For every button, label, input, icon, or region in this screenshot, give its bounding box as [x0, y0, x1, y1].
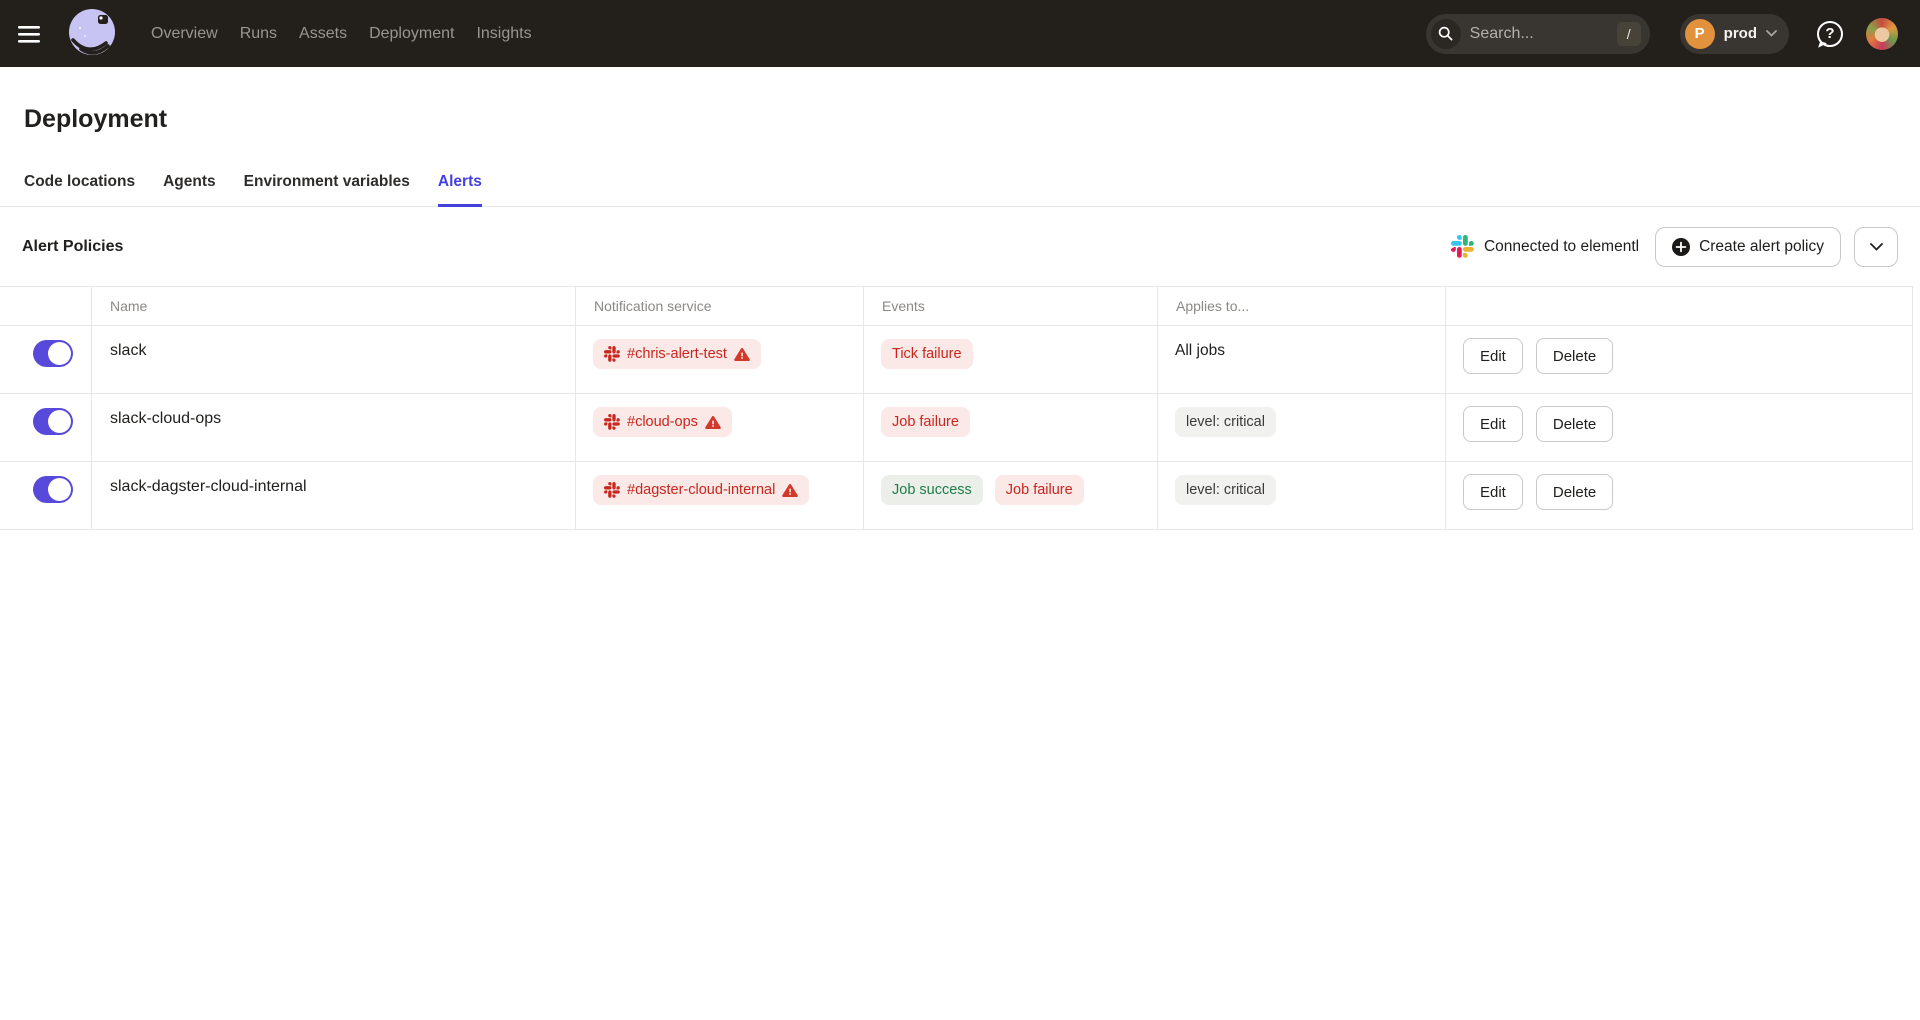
event-badge-job-failure: Job failure — [994, 475, 1084, 505]
edit-policy-button[interactable]: Edit — [1463, 406, 1523, 442]
policy-enabled-toggle[interactable] — [33, 476, 73, 503]
top-navbar: Overview Runs Assets Deployment Insights / P… — [0, 0, 1920, 67]
hamburger-menu-icon[interactable] — [18, 26, 40, 43]
nav-link-insights[interactable]: Insights — [476, 24, 532, 42]
warning-icon — [705, 415, 721, 430]
page-title: Deployment — [24, 105, 168, 133]
table-body: slack #chris-alert-test — [0, 326, 1912, 530]
column-header-applies-to: Applies to... — [1157, 287, 1445, 325]
search-input[interactable] — [1469, 24, 1617, 43]
tab-environment-variables[interactable]: Environment variables — [243, 173, 410, 190]
alert-policies-bar: Alert Policies Connected to elementl Cre… — [0, 207, 1920, 286]
create-alert-policy-button[interactable]: Create alert policy — [1655, 226, 1841, 267]
policy-name: slack — [110, 342, 147, 359]
table-header-row: Name Notification service Events Applies to… — [0, 287, 1912, 326]
help-icon[interactable]: ? — [1817, 20, 1843, 47]
notification-channel: #chris-alert-test — [627, 346, 727, 362]
nav-link-assets[interactable]: Assets — [299, 24, 348, 42]
slack-icon — [604, 414, 620, 430]
applies-to-value: All jobs — [1175, 342, 1225, 359]
column-header-actions — [1445, 287, 1912, 325]
delete-policy-button[interactable]: Delete — [1535, 406, 1614, 442]
policy-name: slack-dagster-cloud-internal — [110, 478, 307, 495]
column-header-name: Name — [91, 287, 575, 325]
tab-agents[interactable]: Agents — [163, 173, 216, 190]
edit-policy-button[interactable]: Edit — [1463, 474, 1523, 510]
deployment-avatar: P — [1684, 18, 1715, 49]
applies-to-value: level: critical — [1175, 475, 1276, 505]
tab-code-locations[interactable]: Code locations — [24, 173, 136, 190]
notification-channel-badge: #chris-alert-test — [593, 339, 761, 369]
applies-cell: All jobs — [1157, 326, 1445, 393]
slack-icon — [604, 346, 620, 362]
notification-channel-badge: #dagster-cloud-internal — [593, 475, 810, 505]
warning-icon — [782, 483, 799, 498]
event-badge-tick-failure: Tick failure — [881, 339, 973, 369]
alert-policies-heading: Alert Policies — [22, 237, 124, 255]
events-cell: Job success Job failure — [863, 462, 1157, 529]
table-row: slack #chris-alert-test — [0, 326, 1912, 394]
nav-link-overview[interactable]: Overview — [151, 24, 218, 42]
policy-enabled-toggle[interactable] — [33, 408, 73, 435]
user-avatar[interactable] — [1866, 17, 1898, 50]
tab-alerts[interactable]: Alerts — [437, 164, 482, 207]
notification-channel: #cloud-ops — [627, 414, 698, 430]
nav-link-runs[interactable]: Runs — [239, 24, 278, 42]
search-shortcut-key: / — [1616, 21, 1641, 46]
slack-connection-status: Connected to elementl — [1450, 235, 1640, 258]
search-icon — [1430, 18, 1461, 49]
notification-channel: #dagster-cloud-internal — [627, 482, 776, 498]
slack-icon — [1450, 235, 1474, 258]
notification-channel-badge: #cloud-ops — [593, 407, 732, 437]
applies-cell: level: critical — [1157, 394, 1445, 461]
search-box[interactable]: / — [1425, 13, 1650, 54]
plus-circle-icon — [1672, 237, 1691, 256]
table-row: slack-dagster-cloud-internal #dagster-cl… — [0, 462, 1912, 530]
policy-enabled-toggle[interactable] — [33, 340, 73, 367]
delete-policy-button[interactable]: Delete — [1535, 338, 1614, 374]
alert-policy-more-options-button[interactable] — [1854, 226, 1898, 267]
actions-cell: Edit Delete — [1445, 394, 1912, 461]
column-header-events: Events — [863, 287, 1157, 325]
slack-icon — [604, 482, 620, 498]
slack-connection-text: Connected to elementl — [1483, 237, 1640, 255]
edit-policy-button[interactable]: Edit — [1463, 338, 1523, 374]
policy-name: slack-cloud-ops — [110, 410, 222, 427]
event-badge-job-failure: Job failure — [881, 407, 970, 437]
chevron-down-icon — [1869, 242, 1883, 251]
actions-cell: Edit Delete — [1445, 462, 1912, 529]
delete-policy-button[interactable]: Delete — [1535, 474, 1614, 510]
navbar-right: / P prod ? — [1425, 13, 1898, 54]
deployment-switcher[interactable]: P prod — [1679, 13, 1789, 54]
chevron-down-icon — [1766, 30, 1777, 37]
applies-cell: level: critical — [1157, 462, 1445, 529]
warning-icon — [734, 347, 750, 362]
tabs: Code locations Agents Environment variable… — [0, 164, 1920, 207]
actions-cell: Edit Delete — [1445, 326, 1912, 393]
deployment-name: prod — [1723, 25, 1757, 42]
dagster-logo[interactable] — [65, 6, 121, 62]
event-badge-job-success: Job success — [881, 475, 983, 505]
applies-to-value: level: critical — [1175, 407, 1276, 437]
create-alert-policy-label: Create alert policy — [1699, 237, 1824, 255]
main-nav: Overview Runs Assets Deployment Insights — [151, 25, 532, 43]
nav-link-deployment[interactable]: Deployment — [369, 24, 455, 42]
alert-policies-table: Name Notification service Events Applies to… — [0, 286, 1913, 530]
events-cell: Tick failure — [863, 326, 1157, 393]
column-header-toggle — [0, 287, 91, 325]
events-cell: Job failure — [863, 394, 1157, 461]
column-header-notification-service: Notification service — [575, 287, 863, 325]
table-row: slack-cloud-ops #cloud-ops — [0, 394, 1912, 462]
